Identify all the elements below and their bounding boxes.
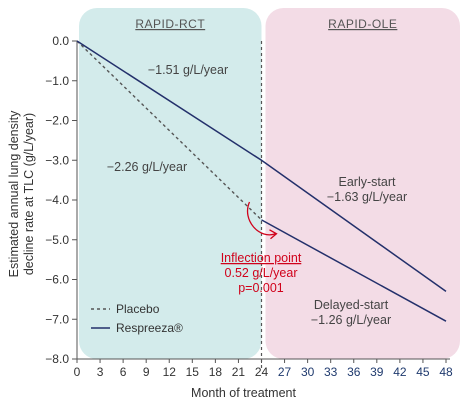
inflection-arrowhead	[269, 229, 278, 240]
legend-label-respreeza: Respreeza®	[116, 321, 183, 335]
x-tick-label: 21	[232, 365, 246, 379]
annotation-3-line-1: 0.52 g/L/year	[225, 266, 298, 280]
x-tick-label: 30	[301, 365, 315, 379]
y-tick-label: −8.0	[45, 352, 69, 366]
x-axis-title: Month of treatment	[191, 386, 296, 400]
phase-backgrounds: RAPID-RCT RAPID-OLE	[79, 8, 460, 359]
x-tick-label: 48	[439, 365, 453, 379]
y-tick-label: −6.0	[45, 273, 69, 287]
x-tick-label: 18	[209, 365, 223, 379]
x-tick-label: 42	[393, 365, 407, 379]
axes: 0.0−1.0−2.0−3.0−4.0−5.0−6.0−7.0−8.00 3 6 9 1…	[7, 34, 453, 400]
annotation-0-line-0: −1.51 g/L/year	[148, 63, 228, 77]
phase-label-rct: RAPID-RCT	[135, 17, 205, 31]
x-tick-label: 9	[143, 365, 150, 379]
y-tick-label: −2.0	[45, 114, 69, 128]
annotations: −1.51 g/L/year−2.26 g/L/yearEarly-start−…	[107, 63, 407, 327]
phase-panel-ole	[265, 8, 460, 359]
series-line-placebo	[76, 40, 262, 221]
x-tick-label: 39	[370, 365, 384, 379]
annotation-4-line-1: −1.26 g/L/year	[311, 313, 391, 327]
series-line-respreeza	[76, 40, 447, 293]
x-tick-label: 0	[74, 365, 81, 379]
annotation-2-line-1: −1.63 g/L/year	[327, 190, 407, 204]
x-tick-label: 15	[186, 365, 200, 379]
legend: Placebo Respreeza®	[91, 302, 183, 335]
y-axis-title: Estimated annual lung densitydecline rat…	[7, 110, 36, 278]
annotation-2-line-0: Early-start	[339, 175, 396, 189]
y-tick-label: −7.0	[45, 312, 69, 326]
y-tick-label: −1.0	[45, 74, 69, 88]
x-tick-label: 27	[278, 365, 292, 379]
annotation-3-line-2: p=0.001	[238, 281, 284, 295]
annotation-3-line-0: Inflection point	[221, 251, 302, 265]
series-lines	[76, 40, 447, 322]
y-tick-label: 0.0	[52, 34, 69, 48]
y-tick-label: −4.0	[45, 193, 69, 207]
y-tick-label: −3.0	[45, 153, 69, 167]
phase-panel-rct	[79, 8, 262, 359]
x-tick-label: 36	[347, 365, 361, 379]
inflection-arrow	[247, 201, 276, 236]
x-tick-label: 3	[97, 365, 104, 379]
y-tick-label: −5.0	[45, 233, 69, 247]
series-line-delayed-start	[261, 219, 447, 322]
legend-label-placebo: Placebo	[116, 302, 160, 316]
annotation-4-line-0: Delayed-start	[314, 298, 389, 312]
x-tick-label: 12	[163, 365, 177, 379]
x-tick-label: 33	[324, 365, 338, 379]
x-tick-label: 24	[255, 365, 269, 379]
x-tick-label: 6	[120, 365, 127, 379]
phase-label-ole: RAPID-OLE	[328, 17, 397, 31]
annotation-1-line-0: −2.26 g/L/year	[107, 160, 187, 174]
x-tick-label: 45	[416, 365, 430, 379]
